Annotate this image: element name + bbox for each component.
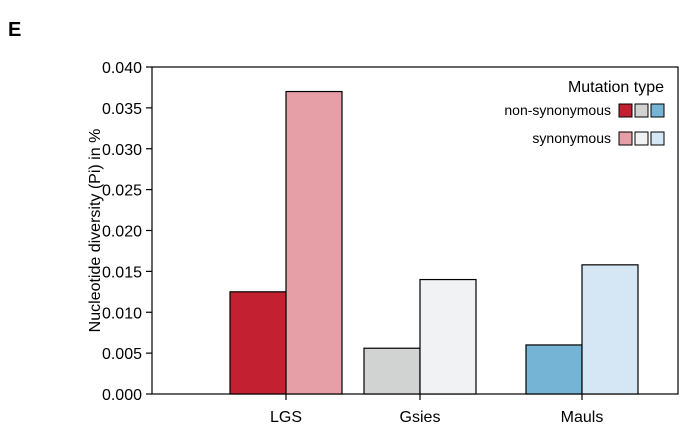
y-tick-label: 0.015 <box>102 264 142 281</box>
legend-swatch-synonymous-1 <box>618 131 633 146</box>
bar-synonymous-lgs <box>285 90 343 395</box>
bar-non-synonymous-lgs <box>229 291 287 395</box>
y-tick-label: 0.020 <box>102 224 142 241</box>
y-tick-label: 0.040 <box>102 60 142 77</box>
legend-swatch-non-synonymous-2 <box>634 103 649 118</box>
y-tick-label: 0.035 <box>102 101 142 118</box>
bar-non-synonymous-gsies <box>363 347 421 395</box>
legend-label-synonymous: synonymous <box>532 130 611 146</box>
x-tick-label-gsies: Gsies <box>400 409 441 426</box>
panel-letter: E <box>8 19 21 41</box>
legend-swatch-synonymous-2 <box>634 131 649 146</box>
bar-synonymous-mauls <box>581 264 639 395</box>
legend-title: Mutation type <box>568 79 664 96</box>
legend-label-non-synonymous: non-synonymous <box>504 102 611 118</box>
legend-swatch-non-synonymous-1 <box>618 103 633 118</box>
y-tick-label: 0.000 <box>102 387 142 404</box>
legend-swatch-non-synonymous-3 <box>650 103 665 118</box>
x-tick-label-mauls: Mauls <box>561 409 604 426</box>
y-tick-label: 0.005 <box>102 346 142 363</box>
y-tick-label: 0.010 <box>102 305 142 322</box>
plot-area: 0.000 0.005 0.010 0.015 0.020 0.025 0.030 0.035… <box>87 60 679 426</box>
x-tick-label-lgs: LGS <box>270 409 302 426</box>
y-tick-label: 0.025 <box>102 183 142 200</box>
y-tick-label: 0.030 <box>102 142 142 159</box>
legend-swatch-synonymous-3 <box>650 131 665 146</box>
y-axis-title: Nucleotide diversity (Pi) in % <box>87 129 104 333</box>
bar-synonymous-gsies <box>419 278 477 395</box>
bar-non-synonymous-mauls <box>525 344 583 395</box>
